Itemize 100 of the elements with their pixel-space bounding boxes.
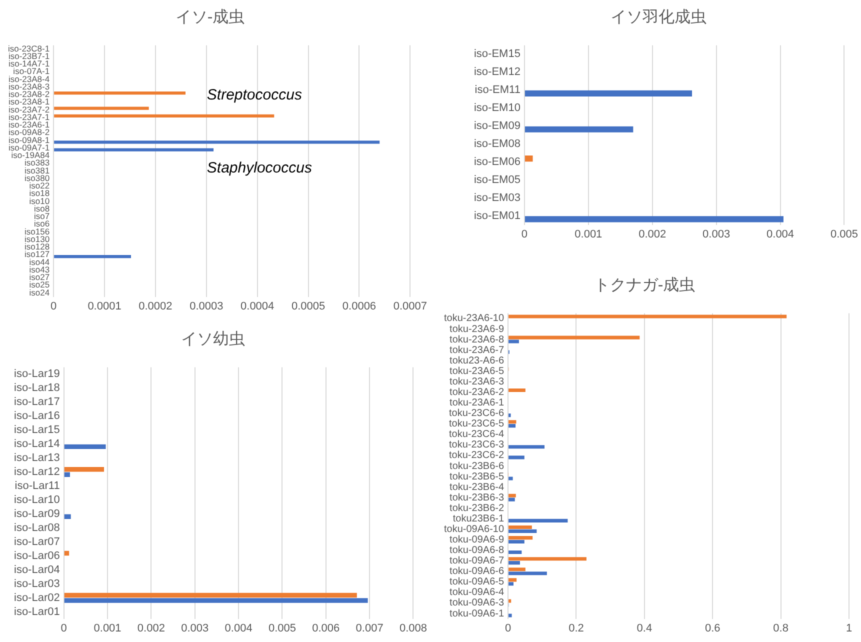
bar	[64, 592, 357, 598]
y-tick-label: toku-09A6-9	[450, 534, 504, 546]
y-tick-label: iso-Lar07	[14, 536, 60, 548]
y-tick-label: iso-23A8-4	[8, 74, 50, 84]
y-tick-label: toku-23C6-3	[449, 440, 504, 451]
y-tick-label: iso-23A8-3	[8, 81, 50, 92]
bar	[524, 156, 533, 162]
y-tick-label: iso380	[24, 172, 50, 183]
bar	[508, 614, 512, 618]
y-tick-label: iso-EM01	[474, 210, 520, 222]
x-tick-label: 0.0007	[393, 300, 428, 312]
y-tick-label: iso8	[34, 203, 50, 214]
x-tick-label: 0.0003	[190, 300, 224, 312]
y-tick-label: iso-23C8-1	[8, 43, 50, 54]
bar	[524, 126, 634, 132]
y-tick-label: iso128	[24, 242, 50, 252]
bar	[508, 456, 524, 460]
chart-title: イソ幼虫	[181, 330, 245, 348]
bar	[508, 529, 537, 533]
x-tick-label: 0.004	[224, 622, 252, 634]
bar	[508, 314, 787, 318]
y-tick-label: iso127	[24, 249, 50, 260]
y-tick-label: iso-EM10	[474, 102, 520, 114]
y-tick-label: toku-23A6-3	[450, 376, 504, 388]
bar	[508, 498, 515, 502]
y-tick-label: toku-09A6-6	[450, 566, 504, 578]
chart-title: イソ-成虫	[175, 8, 245, 26]
y-tick-label: iso-Lar19	[14, 368, 60, 380]
y-tick-label: toku-23A6-1	[450, 398, 504, 409]
y-tick-label: iso156	[24, 226, 50, 236]
bar	[508, 340, 519, 344]
x-tick-label: 0	[521, 228, 528, 240]
y-tick-label: iso-23A6-1	[8, 120, 50, 130]
x-tick-label: 0.0001	[88, 300, 122, 312]
y-tick-label: iso-23A7-2	[8, 104, 50, 114]
bar	[508, 572, 547, 576]
bar	[508, 599, 512, 603]
y-tick-label: toku-23A6-7	[450, 344, 504, 356]
bar	[524, 90, 692, 96]
x-tick-label: 0	[504, 622, 512, 634]
y-tick-label: iso-Lar10	[14, 494, 60, 506]
y-tick-label: iso-Lar09	[14, 508, 60, 520]
x-tick-label: 0.6	[704, 622, 720, 634]
bar	[508, 424, 516, 428]
x-tick-label: 0.4	[636, 622, 652, 634]
bar	[524, 216, 784, 222]
y-tick-label: iso-Lar13	[14, 452, 60, 464]
y-tick-label: toku-23C6-4	[449, 429, 504, 440]
y-tick-label: toku-23A6-5	[450, 366, 504, 377]
y-tick-label: iso-EM09	[474, 120, 520, 132]
y-tick-label: toku-09A6-1	[450, 608, 504, 620]
y-tick-label: toku-23A6-10	[444, 313, 504, 324]
y-tick-label: iso-09A8-2	[8, 127, 50, 138]
x-tick-label: 0.0006	[342, 300, 376, 312]
bar	[64, 472, 70, 478]
y-tick-label: iso-EM05	[474, 174, 520, 186]
bar	[508, 536, 533, 540]
y-tick-label: iso-23A7-1	[8, 112, 50, 122]
y-tick-label: iso-Lar04	[14, 564, 60, 576]
x-tick-label: 0.001	[574, 228, 602, 240]
y-tick-label: toku-09A6-5	[450, 576, 504, 588]
y-tick-label: iso-09A8-1	[8, 134, 50, 145]
y-tick-label: iso130	[24, 234, 50, 244]
y-tick-label: toku-23C6-5	[449, 418, 504, 430]
x-tick-label: 0.8	[773, 622, 788, 634]
x-tick-label: 1	[846, 622, 852, 634]
bar	[508, 420, 516, 424]
bar	[508, 388, 526, 392]
y-tick-label: iso-23A8-1	[8, 96, 50, 107]
bar	[64, 514, 71, 519]
bar	[508, 578, 517, 582]
x-tick-label: 0.003	[702, 228, 730, 240]
y-tick-label: iso-Lar01	[14, 606, 60, 618]
y-tick-label: iso-EM06	[474, 156, 520, 168]
bar	[64, 467, 104, 472]
bar	[64, 598, 368, 603]
y-tick-label: iso-EM11	[474, 84, 520, 96]
y-tick-label: toku23B6-1	[452, 513, 504, 524]
y-tick-label: iso18	[29, 188, 50, 198]
y-tick-label: iso-EM03	[474, 192, 520, 204]
y-tick-label: iso44	[29, 256, 50, 267]
bar	[508, 518, 568, 522]
y-tick-label: toku-23A6-9	[450, 324, 504, 335]
y-tick-label: iso-Lar17	[14, 396, 60, 408]
x-tick-label: 0.002	[638, 228, 666, 240]
y-tick-label: iso6	[34, 218, 50, 229]
y-tick-label: iso27	[29, 272, 50, 282]
bar	[508, 568, 526, 572]
bar	[54, 140, 380, 144]
y-tick-label: toku-09A6-10	[444, 524, 504, 535]
y-tick-label: toku-09A6-8	[450, 545, 504, 556]
x-tick-label: 0.005	[830, 228, 858, 240]
y-tick-label: iso-23A8-2	[8, 89, 50, 100]
bar	[508, 476, 513, 480]
x-tick-label: 0.006	[312, 622, 340, 634]
y-tick-label: iso-Lar14	[14, 438, 60, 450]
y-tick-label: toku-23A6-8	[450, 334, 504, 346]
y-tick-label: toku-09A6-3	[450, 598, 504, 609]
x-tick-label: 0.0005	[291, 300, 326, 312]
y-tick-label: iso-EM08	[474, 138, 520, 150]
